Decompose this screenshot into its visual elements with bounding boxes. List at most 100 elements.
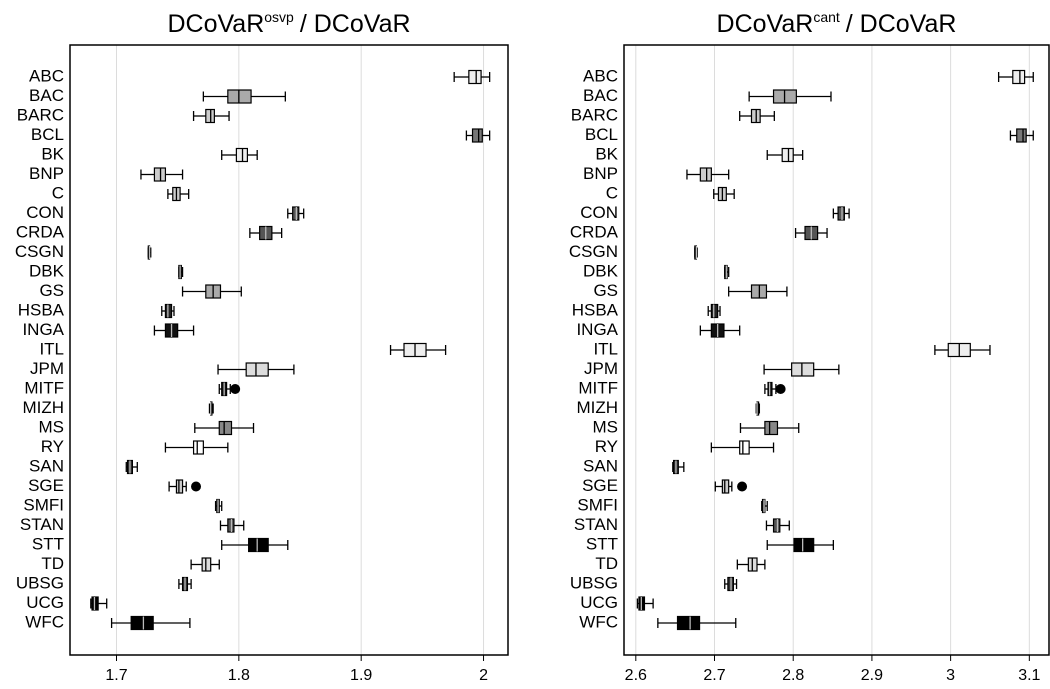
plot-frame [623,44,1050,656]
title-sup: osvp [264,9,294,25]
category-label: HSBA [572,300,619,319]
category-label: INGA [576,320,618,339]
outlier [775,384,786,394]
box [130,615,154,631]
title-suffix: / DCoVaR [846,10,957,38]
category-label: BAC [583,86,618,105]
box [793,537,815,553]
category-label: BCL [31,125,64,144]
outlier [737,481,748,492]
category-label: BARC [571,105,618,124]
box [468,69,482,85]
category-label: ABC [29,66,64,85]
category-label: TD [595,554,618,573]
category-label: SAN [583,456,618,475]
box [837,206,845,221]
category-label: BNP [29,164,64,183]
title-main: DCoVaR [167,10,264,38]
category-label: BARC [17,105,64,124]
box [791,362,815,377]
x-tick-label: 2.6 [625,667,647,684]
category-label: STT [586,534,618,553]
box [710,303,719,319]
category-label: BNP [583,164,618,183]
category-label: MITF [578,378,618,397]
category-label: SMFI [577,495,618,514]
x-tick-label: 1.9 [350,667,372,684]
category-label: ITL [39,339,64,358]
box [1016,128,1027,143]
box [248,537,269,553]
category-label: WFC [25,612,64,631]
box [699,167,712,182]
title-suffix: / DCoVaR [300,10,411,38]
category-label: BAC [29,86,64,105]
category-label: BCL [585,125,618,144]
plot-frame [69,44,509,656]
category-label: RY [41,437,64,456]
category-label: UBSG [16,573,64,592]
category-label: DBK [583,261,619,280]
category-label: ITL [593,339,618,358]
category-label: MS [593,417,619,436]
box [739,440,750,455]
x-tick-label: 2 [479,667,488,684]
x-tick-label: 1.8 [228,667,250,684]
category-label: MIZH [22,398,64,417]
category-label: CON [580,203,618,222]
x-tick-label: 2.8 [782,667,804,684]
category-label: CON [26,203,64,222]
category-label: INGA [22,320,64,339]
category-label: SGE [28,476,64,495]
chart-title: DCoVaRcant / DCoVaR [717,9,957,38]
category-label: MS [39,417,65,436]
category-label: CSGN [15,242,64,261]
category-label: BK [595,144,618,163]
x-tick-label: 1.7 [105,667,127,684]
box [764,420,779,436]
title-main: DCoVaR [717,10,814,38]
category-label: GS [593,281,618,300]
box [1012,69,1026,85]
category-label: JPM [30,359,64,378]
box [781,147,794,163]
box [245,362,269,377]
x-tick-label: 2.9 [861,667,883,684]
category-label: TD [41,554,64,573]
x-tick-label: 3 [946,667,955,684]
category-label: C [606,183,618,202]
category-label: BK [41,144,64,163]
category-label: DBK [29,261,65,280]
chart-title: DCoVaRosvp / DCoVaR [167,9,410,38]
category-label: HSBA [18,300,65,319]
category-label: GS [39,281,64,300]
box [772,518,781,533]
category-label: STAN [574,515,618,534]
category-label: UCG [26,593,64,612]
category-label: CRDA [570,222,619,241]
box [471,128,483,143]
category-label: MITF [24,378,64,397]
x-tick-label: 2.7 [703,667,725,684]
box [192,440,204,455]
category-label: C [52,183,64,202]
category-label: UBSG [570,573,618,592]
category-label: UCG [580,593,618,612]
category-label: CSGN [569,242,618,261]
category-label: STT [32,534,64,553]
category-label: WFC [579,612,618,631]
category-label: ABC [583,66,618,85]
category-label: RY [595,437,618,456]
title-sup: cant [813,9,840,25]
outlier [230,384,241,394]
x-tick-label: 3.1 [1018,667,1040,684]
box [721,479,730,494]
category-label: STAN [20,515,64,534]
category-label: SGE [582,476,618,495]
box [218,420,233,436]
category-label: SMFI [23,495,64,514]
box [676,615,701,631]
category-label: CRDA [16,222,65,241]
